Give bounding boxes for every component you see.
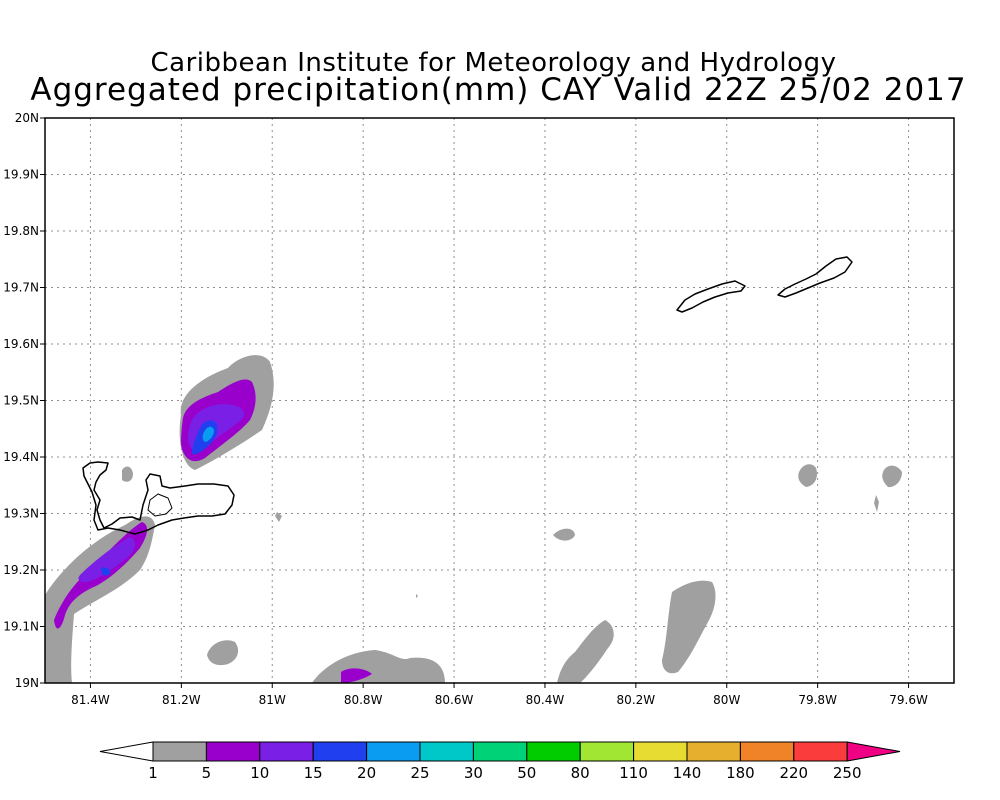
colorbar-level-label: 140	[673, 764, 702, 782]
colorbar-level-label: 50	[517, 764, 536, 782]
colorbar-level-label: 80	[571, 764, 590, 782]
precipitation-field	[45, 355, 902, 683]
lat-tick-label: 19.2N	[3, 563, 39, 577]
colorbar-level-label: 1	[148, 764, 158, 782]
institute-title: Caribbean Institute for Meteorology and …	[150, 48, 837, 78]
colorbar-swatch	[205, 741, 261, 762]
coastlines	[82, 256, 853, 535]
colorbar-level-label: 250	[833, 764, 862, 782]
cayman-brac-island	[777, 256, 853, 298]
longitude-labels: 81.4W 81.2W 81W 80.8W 80.6W 80.4W 80.2W 80W 79.8…	[71, 683, 928, 707]
lat-tick-label: 19.5N	[3, 394, 39, 408]
colorbar-swatch	[739, 741, 795, 762]
lon-tick-label: 81W	[259, 693, 286, 707]
colorbar-swatch	[312, 741, 368, 762]
colorbar-level-label: 10	[250, 764, 269, 782]
colorbar-level-label: 5	[202, 764, 212, 782]
colorbar-level-label: 15	[304, 764, 323, 782]
lon-tick-label: 79.8W	[798, 693, 837, 707]
colorbar-swatch	[419, 741, 474, 762]
precip-level-20	[202, 426, 214, 442]
colorbar-level-label: 20	[357, 764, 376, 782]
colorbar-swatch	[633, 741, 688, 762]
colorbar-swatch	[472, 741, 528, 762]
colorbar	[99, 741, 901, 762]
lat-tick-label: 19.6N	[3, 337, 39, 351]
graticule	[45, 117, 954, 684]
grand-cayman-north-sound	[147, 493, 173, 517]
grand-cayman-island	[82, 461, 235, 535]
latitude-labels: 20N 19.9N 19.8N 19.7N 19.6N 19.5N 19.4N 19.3N 19…	[3, 111, 45, 690]
lon-tick-label: 81.4W	[71, 693, 110, 707]
lat-tick-label: 19.3N	[3, 507, 39, 521]
lon-tick-label: 81.2W	[162, 693, 201, 707]
colorbar-swatch	[579, 741, 635, 762]
little-cayman-island	[676, 280, 746, 313]
colorbar-swatch	[366, 741, 421, 762]
colorbar-level-label: 180	[726, 764, 755, 782]
colorbar-level-label: 220	[779, 764, 808, 782]
colorbar-swatch	[686, 741, 741, 762]
lat-tick-label: 19.9N	[3, 168, 39, 182]
colorbar-level-label: 30	[464, 764, 483, 782]
precip-level-10	[78, 404, 245, 583]
colorbar-level-label: 25	[410, 764, 429, 782]
lat-tick-label: 19.8N	[3, 224, 39, 238]
lat-tick-label: 20N	[15, 111, 39, 125]
lon-tick-label: 80.4W	[526, 693, 565, 707]
colorbar-swatch	[259, 741, 314, 762]
lat-tick-label: 19N	[15, 676, 39, 690]
lon-tick-label: 80W	[713, 693, 740, 707]
lat-tick-label: 19.7N	[3, 281, 39, 295]
colorbar-under-triangle	[99, 741, 154, 762]
lat-tick-label: 19.1N	[3, 620, 39, 634]
colorbar-labels: 1 5 10 15 20 25 30 50 80 110 140 180 220 250	[148, 764, 861, 782]
lon-tick-label: 79.6W	[889, 693, 928, 707]
product-title: Aggregated precipitation(mm) CAY Valid 2…	[30, 72, 967, 108]
lon-tick-label: 80.8W	[344, 693, 383, 707]
lon-tick-label: 80.2W	[617, 693, 656, 707]
colorbar-swatch	[152, 741, 207, 762]
colorbar-level-label: 110	[619, 764, 648, 782]
colorbar-over-triangle	[846, 741, 901, 762]
colorbar-swatch	[526, 741, 581, 762]
lon-tick-label: 80.6W	[435, 693, 474, 707]
lat-tick-label: 19.4N	[3, 450, 39, 464]
colorbar-swatch	[793, 741, 848, 762]
